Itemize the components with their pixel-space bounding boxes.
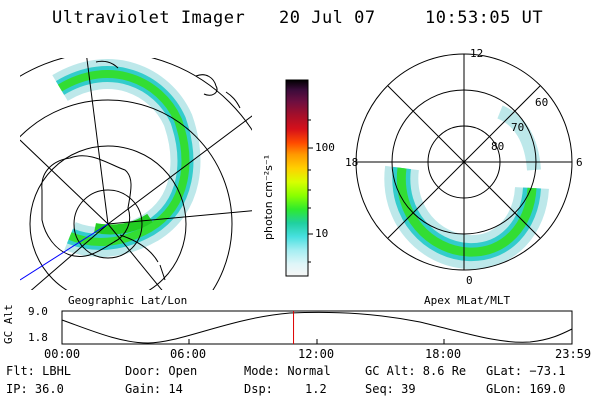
altitude-curve [61, 311, 573, 344]
left-panel-caption: Geographic Lat/Lon [68, 294, 188, 307]
timeline-tick-1200: 12:00 [298, 347, 335, 361]
timeline-tick-0000: 00:00 [44, 347, 81, 361]
status-dsp-value: 1.2 [305, 382, 327, 396]
timeline-tick-1800: 18:00 [425, 347, 462, 361]
status-glon: GLon: 169.0 [486, 382, 566, 396]
coast-fragment-2 [95, 60, 119, 69]
island-coastline [195, 74, 218, 96]
time-label: 10:53:05 UT [425, 8, 544, 28]
mlat-label-80: 80 [491, 140, 505, 153]
timeline-y-max: 9.0 [28, 305, 48, 318]
status-filter: Flt: LBHL [6, 364, 72, 378]
colorbar-tick-10: 10 [315, 227, 329, 240]
status-glat: GLat: −73.1 [486, 364, 566, 378]
status-gc-alt: GC Alt: 8.6 Re [365, 364, 467, 378]
app-title: Ultraviolet Imager [52, 8, 246, 28]
antarctica-coastline [41, 155, 132, 257]
mlat-label-60: 60 [535, 96, 549, 109]
colorbar-tick-marks [308, 119, 313, 263]
altitude-timeline [61, 310, 573, 345]
colorbar [285, 79, 309, 277]
latitude-circles [20, 58, 252, 290]
right-panel-caption: Apex MLat/MLT [424, 294, 511, 307]
satellite-track [20, 223, 109, 281]
mlt-label-12: 12 [470, 47, 484, 60]
colorbar-tick-100: 100 [315, 141, 335, 154]
timeline-axis-label: GC Alt [2, 304, 15, 344]
timeline-tick-2359: 23:59 [555, 347, 592, 361]
mlt-lines [356, 54, 572, 270]
status-mode: Mode: Normal [244, 364, 331, 378]
mlt-label-18: 18 [345, 156, 359, 169]
status-dsp-label: Dsp: [244, 382, 273, 396]
magnetic-polar-plot [355, 53, 573, 271]
status-ip: IP: 36.0 [6, 382, 64, 396]
mlt-label-6: 6 [576, 156, 583, 169]
status-gain: Gain: 14 [125, 382, 183, 396]
status-seq: Seq: 39 [365, 382, 416, 396]
coast-fragment [225, 91, 241, 109]
colorbar-unit-label: photon cm⁻²s⁻¹ [262, 154, 275, 240]
meridian-lines [20, 58, 252, 290]
date-label: 20 Jul 07 [279, 8, 376, 28]
timeline-tick-0600: 06:00 [170, 347, 207, 361]
mlt-label-0: 0 [466, 274, 473, 287]
timeline-y-min: 1.8 [28, 331, 48, 344]
aurora-oval-geographic [52, 59, 201, 257]
mlat-label-70: 70 [511, 121, 525, 134]
status-door: Door: Open [125, 364, 198, 378]
timeline-ticks [61, 310, 573, 345]
geographic-map [20, 58, 252, 290]
